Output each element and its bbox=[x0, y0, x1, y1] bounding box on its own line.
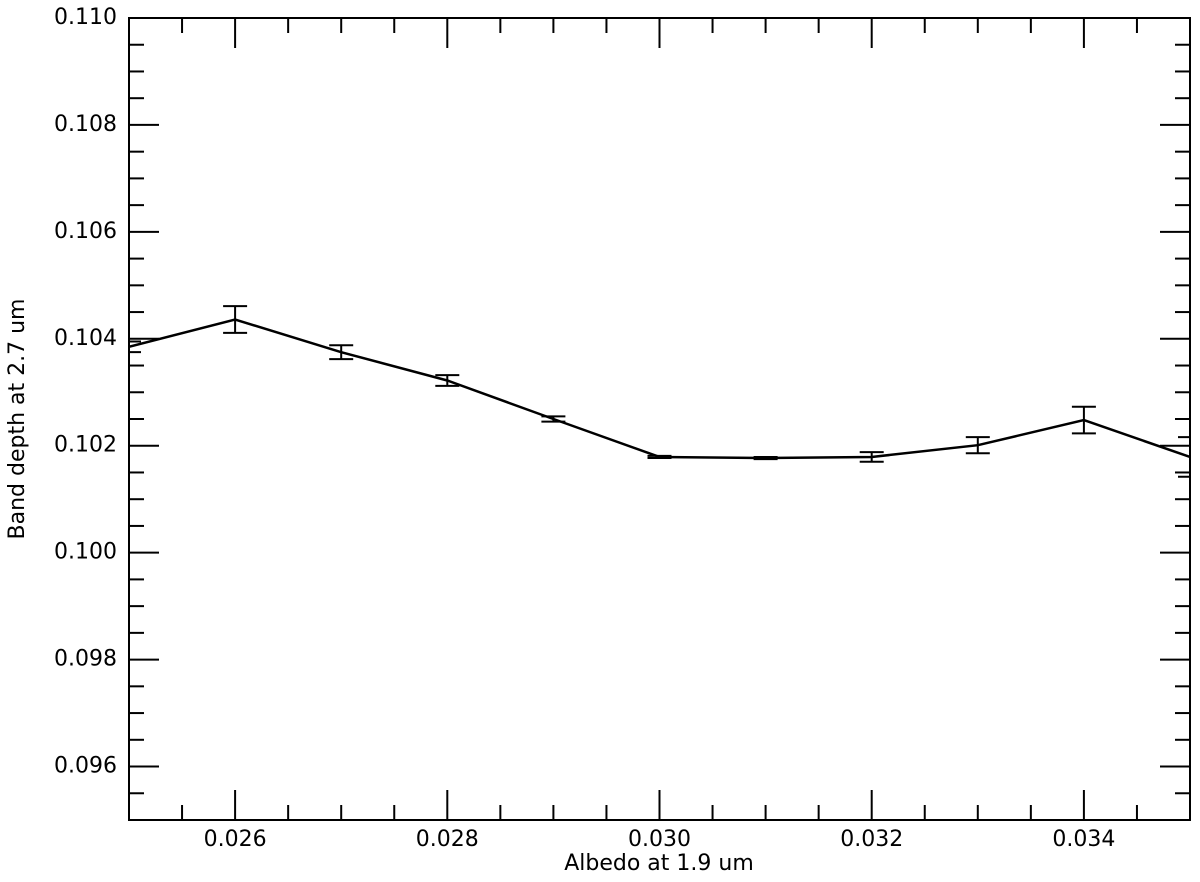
error-bar bbox=[435, 374, 460, 387]
y-axis-label: Band depth at 2.7 um bbox=[5, 299, 30, 540]
x-tick-label: 0.026 bbox=[204, 827, 267, 852]
plot-frame bbox=[128, 17, 1191, 821]
y-tick-label: 0.098 bbox=[54, 647, 117, 672]
y-tick-label: 0.100 bbox=[54, 540, 117, 565]
y-tick-label: 0.106 bbox=[54, 219, 117, 244]
error-bar bbox=[541, 415, 566, 423]
x-axis-label: Albedo at 1.9 um bbox=[564, 851, 754, 876]
y-tick-label: 0.110 bbox=[54, 5, 117, 30]
plot-area bbox=[129, 305, 1190, 478]
error-bar bbox=[647, 454, 672, 460]
y-tick-label: 0.096 bbox=[54, 754, 117, 779]
error-bar bbox=[859, 451, 884, 463]
x-tick-label: 0.032 bbox=[840, 827, 903, 852]
y-tick-label: 0.108 bbox=[54, 112, 117, 137]
error-bar bbox=[329, 344, 354, 361]
x-tick-label: 0.030 bbox=[628, 827, 691, 852]
error-bar bbox=[129, 340, 141, 354]
error-bar bbox=[223, 305, 248, 334]
error-bar bbox=[753, 455, 778, 461]
data-line bbox=[129, 318, 1190, 460]
error-bar bbox=[1071, 405, 1096, 435]
y-tick-label: 0.104 bbox=[54, 326, 117, 351]
error-bar bbox=[1178, 436, 1190, 478]
error-bar bbox=[965, 436, 990, 455]
x-tick-label: 0.034 bbox=[1052, 827, 1115, 852]
x-tick-label: 0.028 bbox=[416, 827, 479, 852]
y-tick-label: 0.102 bbox=[54, 433, 117, 458]
